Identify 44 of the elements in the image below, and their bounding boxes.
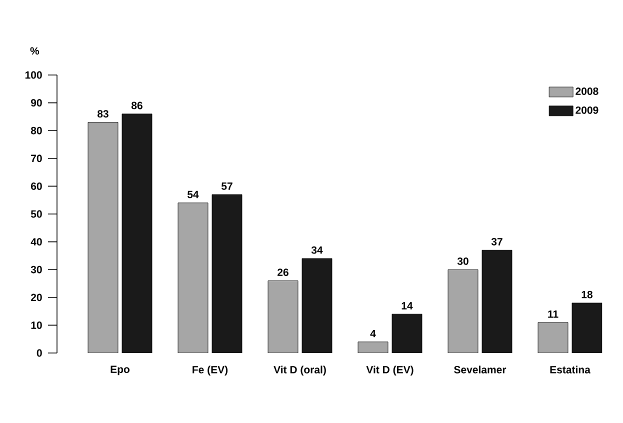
data-label: 18 [582, 290, 593, 298]
data-label: 86 [131, 102, 142, 110]
x-tick-label: Vit D (oral) [274, 366, 326, 376]
y-tick-label: 100 [25, 71, 42, 79]
legend-label: 2009 [576, 106, 598, 114]
bar [302, 258, 332, 353]
data-label: 30 [457, 257, 468, 265]
y-tick-label: 60 [31, 182, 42, 190]
y-axis-title: % [30, 47, 40, 55]
data-label: 4 [370, 330, 376, 338]
bar [482, 250, 512, 353]
bar [212, 194, 242, 353]
y-tick-label: 70 [31, 154, 42, 162]
x-tick-label: Sevelamer [454, 366, 506, 374]
y-tick-label: 0 [36, 349, 42, 357]
legend-label: 2008 [576, 88, 598, 95]
data-label: 37 [491, 238, 502, 246]
bar [268, 280, 298, 353]
y-tick-label: 40 [30, 238, 42, 246]
data-label: 34 [311, 246, 323, 254]
x-tick-label: Estatina [550, 366, 590, 374]
bar [572, 302, 602, 353]
bar [178, 202, 208, 353]
y-tick-label: 80 [30, 126, 42, 134]
data-label: 83 [97, 110, 108, 118]
bar [358, 342, 388, 353]
data-label: 14 [402, 302, 413, 310]
y-tick-label: 10 [31, 321, 42, 329]
y-tick-label: 90 [30, 99, 42, 107]
y-tick-label: 50 [30, 210, 42, 218]
data-label: 11 [548, 310, 558, 318]
x-tick-label: Vit D (EV) [366, 366, 414, 376]
data-label: 57 [221, 182, 232, 190]
y-tick-label: 30 [30, 266, 42, 274]
bar [448, 269, 478, 353]
x-tick-label: Fe (EV) [192, 366, 228, 376]
bar [122, 114, 152, 353]
bar [88, 122, 118, 353]
bar [538, 322, 568, 353]
bar [392, 314, 422, 353]
y-tick-label: 20 [30, 294, 42, 302]
data-label: 26 [278, 268, 288, 276]
x-tick-label: Epo [110, 366, 130, 376]
data-label: 54 [187, 190, 199, 198]
